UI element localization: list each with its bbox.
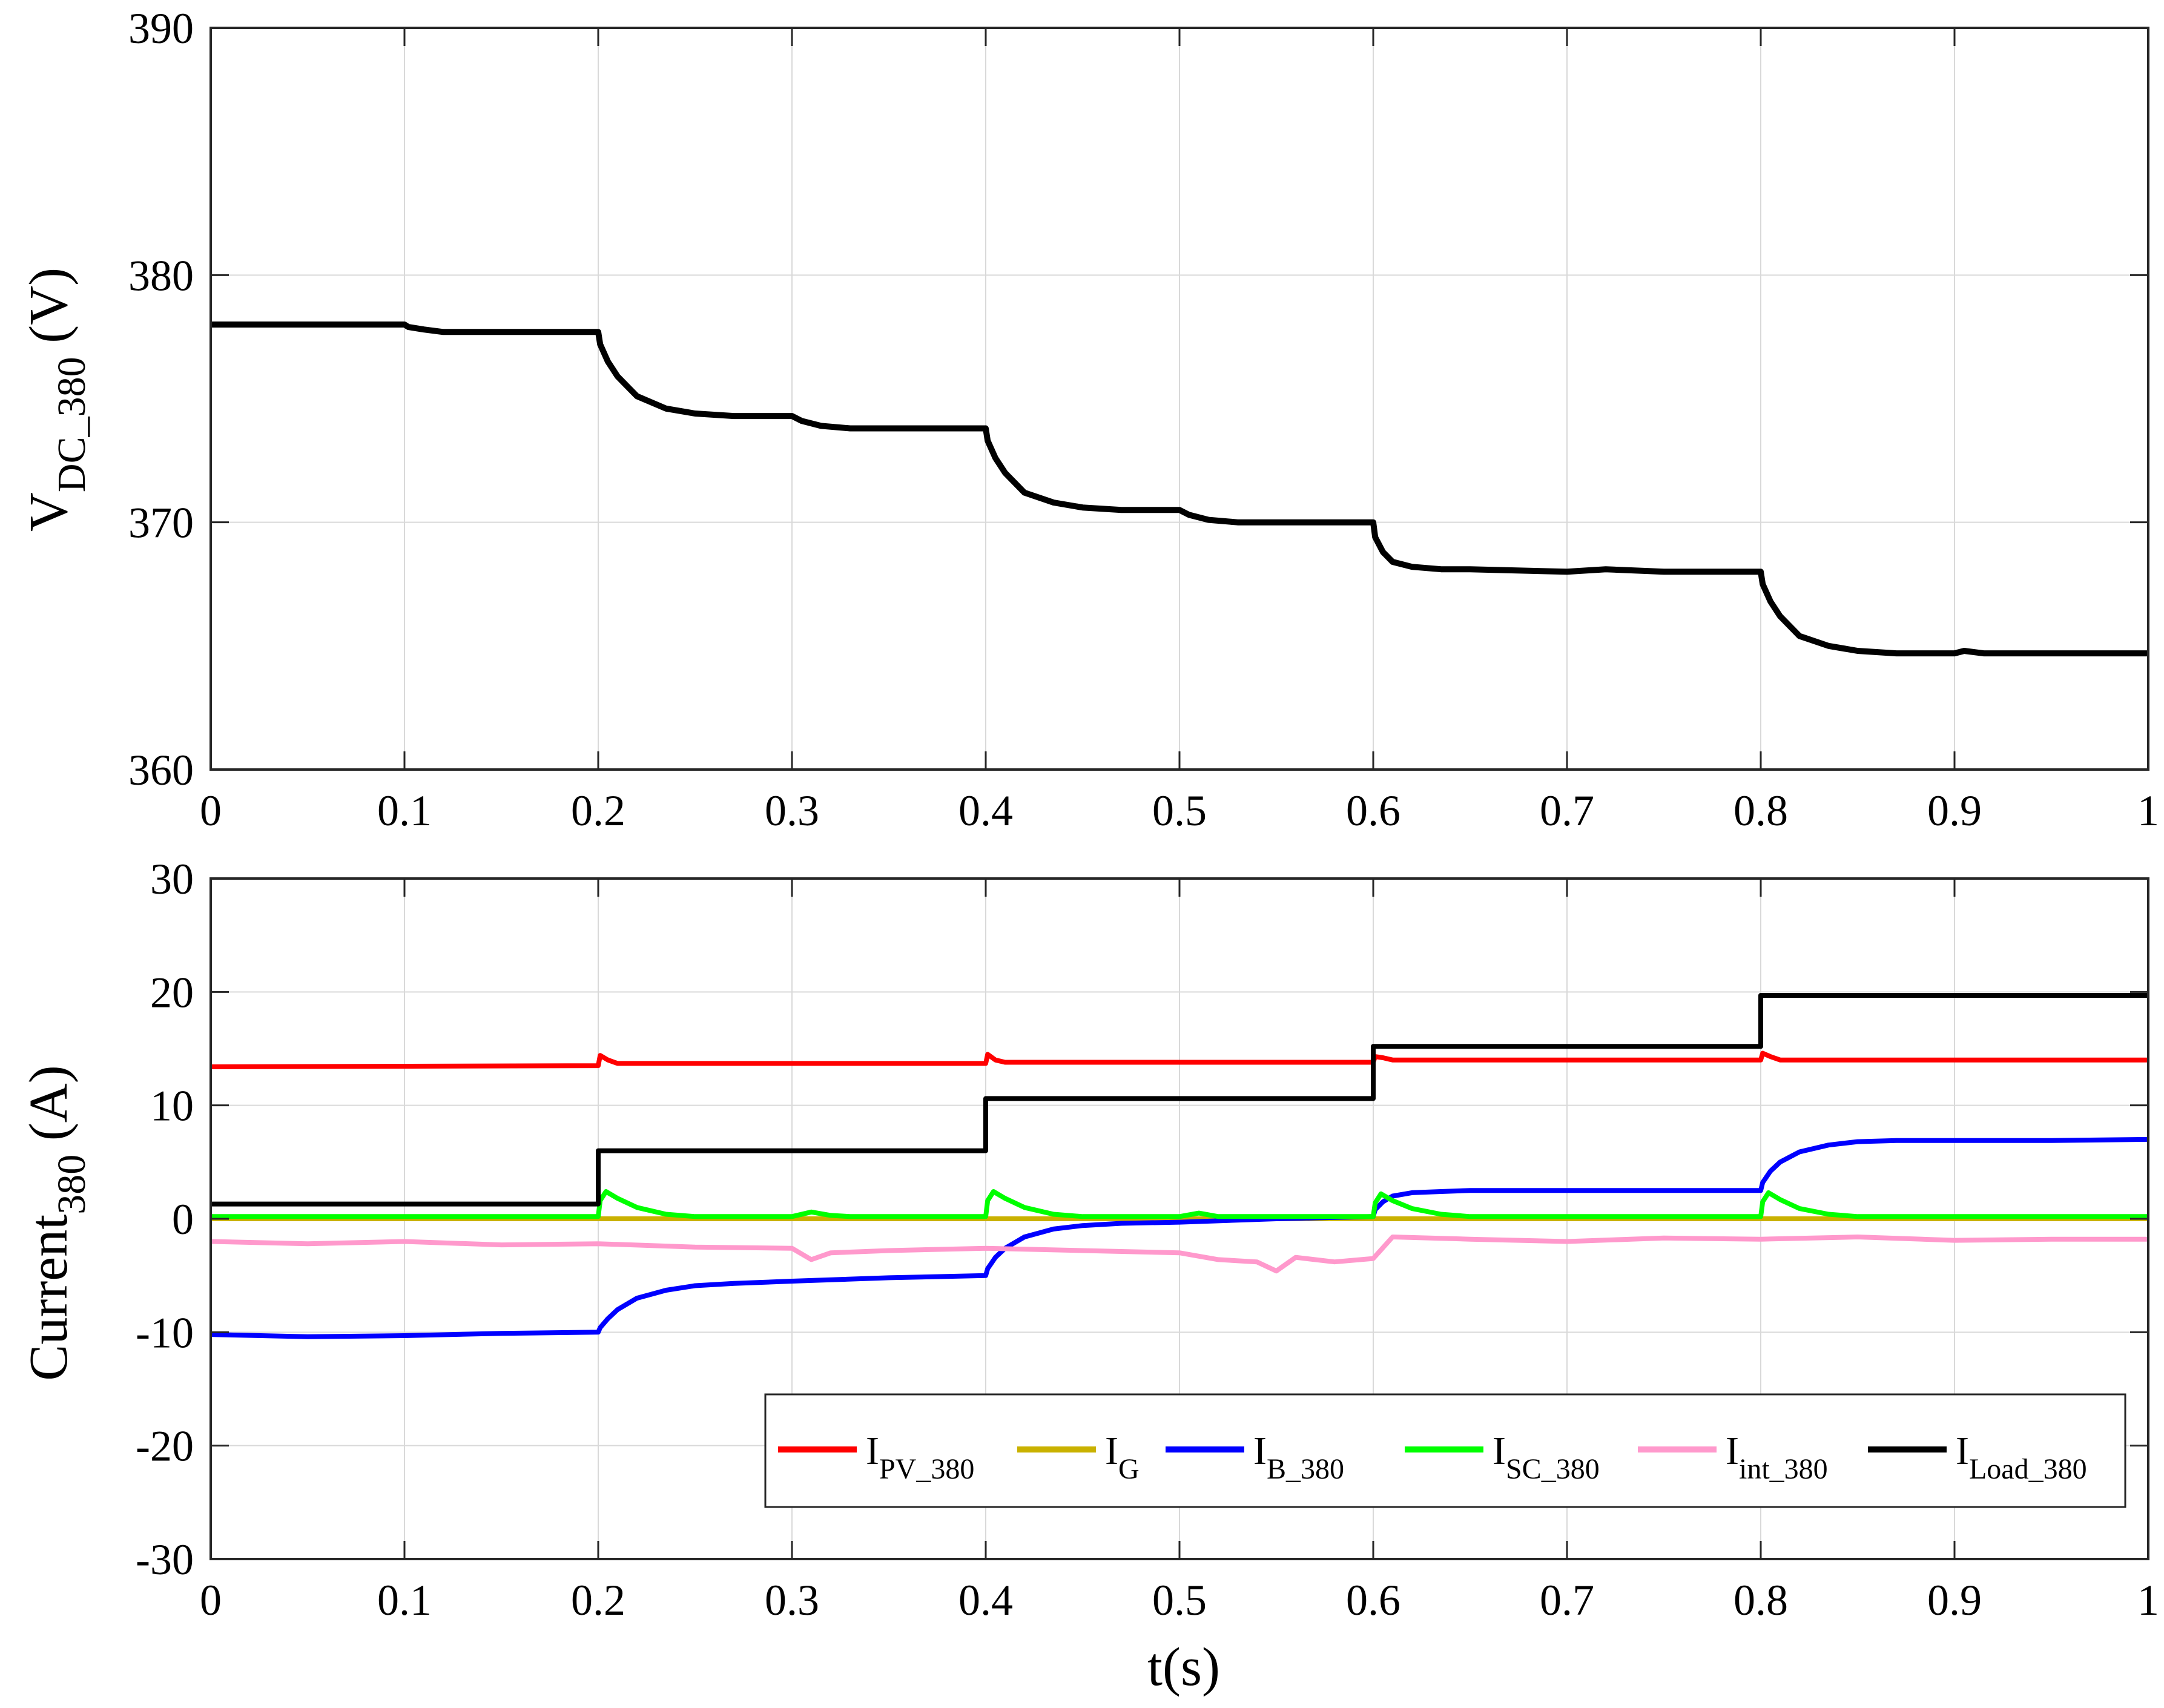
current-y-tick-label: 30	[150, 855, 194, 903]
current-series-line-load-380	[211, 993, 2148, 1207]
current-x-tick-label: 0.8	[1734, 1576, 1788, 1624]
current-x-tick-label: 0.5	[1152, 1576, 1207, 1624]
legend-label-int-380: Iint_380	[1726, 1429, 1828, 1485]
current-y-tick-label: -20	[136, 1422, 194, 1471]
voltage-x-tick-label: 0.6	[1346, 786, 1400, 835]
current-series-line-b-380	[210, 1136, 2149, 1339]
current-series-line-pv-380	[210, 1050, 2148, 1069]
legend-label-sc-380: ISC_380	[1493, 1429, 1600, 1485]
current-x-tick-label: 0.3	[765, 1576, 819, 1624]
voltage-series	[211, 321, 2148, 657]
voltage-x-tick-label: 1	[2137, 786, 2159, 835]
current-y-tick-labels: -30 -20 -10 0 10 20 30	[136, 855, 2148, 1584]
legend-entry-load-380: ILoad_380	[1868, 1429, 2087, 1485]
current-y-tick-label: -10	[136, 1308, 194, 1357]
current-series-line-int-380	[210, 1235, 2148, 1274]
legend-entry-g: IG	[1017, 1429, 1140, 1485]
current-x-tick-label: 0.9	[1927, 1576, 1982, 1624]
legend-entry-sc-380: ISC_380	[1405, 1429, 1600, 1485]
legend-label-pv-380: IPV_380	[866, 1429, 974, 1485]
voltage-x-tick-label: 0.2	[571, 786, 625, 835]
current-y-axis-label: Current380 (A)	[19, 1065, 94, 1380]
legend-label-g: IG	[1105, 1429, 1140, 1485]
voltage-x-tick-label: 0.5	[1152, 786, 1207, 835]
voltage-y-tick-label: 360	[128, 746, 194, 794]
legend-label-b-380: IB_380	[1253, 1429, 1344, 1485]
legend-entry-b-380: IB_380	[1166, 1429, 1344, 1485]
current-y-tick-label: 10	[150, 1082, 194, 1130]
voltage-y-tick-label: 370	[128, 499, 194, 547]
current-x-tick-label: 0.2	[571, 1576, 625, 1624]
voltage-x-tick-label: 0.9	[1927, 786, 1982, 835]
voltage-x-tick-label: 0.4	[958, 786, 1013, 835]
voltage-y-tick-label: 390	[128, 4, 194, 53]
current-x-tick-label: 0	[200, 1576, 222, 1624]
current-x-tick-label: 1	[2137, 1576, 2159, 1624]
voltage-x-tick-label: 0.3	[765, 786, 819, 835]
voltage-x-tick-labels: 0 0.1 0.2 0.3 0.4 0.5 0.6 0.7 0.8 0.9 1	[200, 28, 2159, 835]
legend-entry-int-380: Iint_380	[1638, 1429, 1828, 1485]
current-y-tick-label: 0	[172, 1195, 194, 1244]
current-plot: 0 0.1 0.2 0.3 0.4 0.5 0.6 0.7 0.8 0.9 1 -30-20-100…	[19, 855, 2159, 1624]
voltage-x-tick-label: 0.7	[1540, 786, 1594, 835]
current-y-tick-label: 20	[150, 968, 194, 1017]
voltage-y-tick-labels: 360 370 380 390	[128, 4, 2148, 794]
current-x-tick-label: 0.6	[1346, 1576, 1400, 1624]
current-y-tick-label: -30	[136, 1535, 194, 1584]
current-x-tick-labels: 0 0.1 0.2 0.3 0.4 0.5 0.6 0.7 0.8 0.9 1	[200, 879, 2159, 1624]
legend: IPV_380 IG IB_380 ISC_380 Iint_380 ILoad_380	[764, 1393, 2126, 1508]
voltage-x-tick-label: 0	[200, 786, 222, 835]
current-x-tick-label: 0.4	[958, 1576, 1013, 1624]
voltage-y-axis-label: VDC_380 (V)	[19, 268, 94, 532]
x-axis-label: t(s)	[1147, 1637, 1220, 1697]
voltage-y-tick-label: 380	[128, 251, 194, 300]
current-series-line-sc-380	[211, 1189, 2148, 1219]
legend-entry-pv-380: IPV_380	[778, 1429, 974, 1485]
legend-entries: IPV_380 IG IB_380 ISC_380 Iint_380 ILoad_380	[778, 1429, 2087, 1485]
current-x-tick-label: 0.7	[1540, 1576, 1594, 1624]
voltage-x-tick-label: 0.1	[377, 786, 432, 835]
current-x-tick-label: 0.1	[377, 1576, 432, 1624]
voltage-plot: 0 0.1 0.2 0.3 0.4 0.5 0.6 0.7 0.8 0.9 1 3603703803…	[19, 4, 2159, 835]
voltage-series-line-series-0	[211, 321, 2148, 657]
current-series	[210, 993, 2149, 1339]
legend-label-load-380: ILoad_380	[1956, 1429, 2087, 1485]
voltage-x-tick-label: 0.8	[1734, 786, 1788, 835]
